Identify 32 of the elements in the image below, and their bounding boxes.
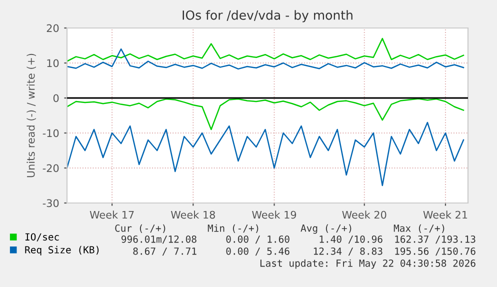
x-tick-label: Week 20 [342,210,386,219]
text: Min (-/+) [208,224,258,233]
text: 8.67 / 7.71 [133,247,196,256]
text: Last update: Fri May 22 04:30:58 2026 [260,259,476,269]
y-tick-label: 0 [53,94,59,102]
x-tick-label: Week 18 [170,210,215,219]
chart-title: IOs for /dev/vda - by month [182,10,352,22]
text: 195.56 /150.76 [395,247,476,256]
y-axis-title: Units read (-) / write (+) [26,54,36,178]
y-tick-label: -30 [42,199,59,208]
text: 12.34 / 8.83 [314,247,382,256]
legend-label: Req Size (KB) [25,246,99,256]
y-tick-label: -10 [42,129,59,138]
y-tick-label: 20 [46,24,59,32]
text: Avg (-/+) [300,224,352,234]
text: 996.01m/12.08 [122,235,196,244]
line-series [67,38,464,62]
text: Max (-/+) [394,224,444,233]
text: 1.40 /10.96 [320,235,382,244]
y-tick-label: -20 [42,164,59,172]
text: 0.00 / 1.60 [226,235,290,244]
text: 0.00 / 5.46 [226,247,290,256]
legend-label: IO/sec [25,233,59,242]
x-tick-label: Week 19 [252,210,296,219]
line-series [67,98,464,130]
text: 162.37 /193.13 [395,235,476,244]
line-series [67,122,464,186]
y-tick-label: 10 [47,59,59,68]
line-series [67,48,464,70]
x-tick-label: Week 17 [90,210,134,219]
x-tick-label: Week 21 [423,210,468,219]
text: Cur (-/+) [115,224,166,233]
